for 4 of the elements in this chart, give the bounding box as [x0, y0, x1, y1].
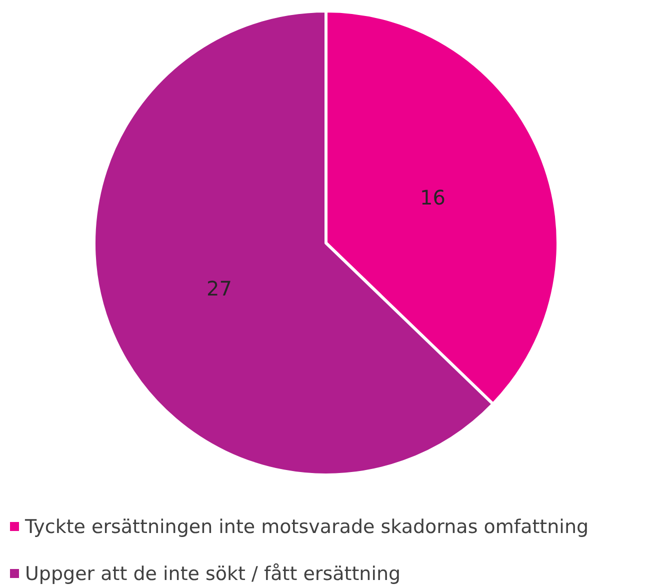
- data-label: 27: [206, 276, 232, 300]
- data-label: 16: [420, 186, 446, 210]
- legend-label: Uppger att de inte sökt / fått ersättning: [25, 563, 401, 585]
- legend-label: Tyckte ersättningen inte motsvarade skadornas omfattning: [24, 516, 589, 538]
